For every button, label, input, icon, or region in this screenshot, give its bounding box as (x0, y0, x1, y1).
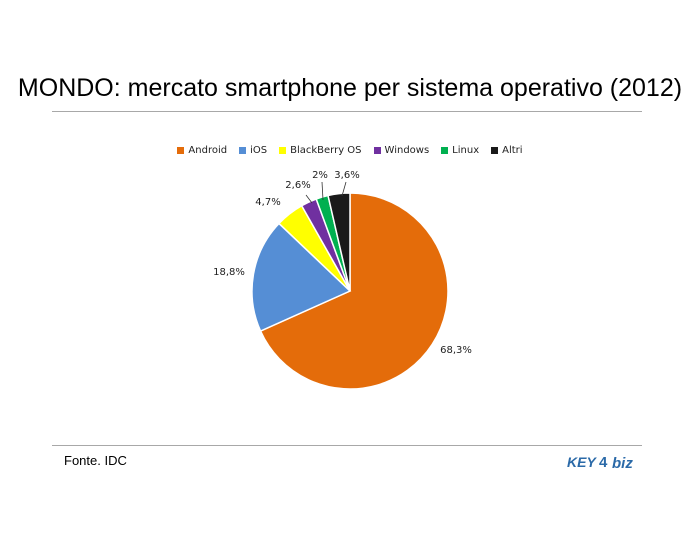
top-divider (52, 111, 642, 112)
legend-label: iOS (250, 145, 268, 156)
svg-text:4: 4 (599, 454, 608, 471)
key4biz-logo: KEY 4 biz (567, 454, 633, 472)
legend-swatch (279, 147, 287, 154)
legend-label: Linux (452, 145, 480, 156)
pie-slice-altri (327, 192, 351, 292)
data-label-android: 68,3% (440, 345, 472, 356)
data-label-blackberry-os: 4,7% (255, 197, 280, 208)
svg-text:biz: biz (612, 455, 633, 472)
data-label-altri: 3,6% (334, 170, 359, 181)
legend-swatch (177, 147, 185, 154)
data-label-linux: 2% (312, 170, 328, 181)
legend-label: Windows (384, 145, 430, 156)
legend-label: BlackBerry OS (290, 145, 362, 156)
legend-label: Android (188, 145, 228, 156)
data-label-ios: 18,8% (213, 267, 245, 278)
leader-line (341, 181, 347, 197)
legend-item-blackberry-os: BlackBerry OS (279, 145, 362, 156)
legend-item-linux: Linux (441, 145, 479, 156)
pie-slice-ios (251, 222, 352, 333)
legend-swatch (239, 147, 247, 154)
legend-swatch (373, 147, 381, 154)
legend-swatch (491, 147, 499, 154)
source-note: Fonte. IDC (64, 453, 127, 468)
data-label-windows: 2,6% (285, 180, 310, 191)
pie-slice-android (259, 192, 449, 390)
legend-item-windows: Windows (373, 145, 430, 156)
legend-label: Altri (502, 145, 523, 156)
bottom-divider (52, 445, 642, 446)
legend-swatch (441, 147, 449, 154)
chart-legend: Android iOS BlackBerry OS Windows Linux Altri (0, 145, 700, 156)
legend-item-altri: Altri (491, 145, 523, 156)
chart-title: MONDO: mercato smartphone per sistema op… (17, 74, 683, 102)
legend-item-android: Android (177, 145, 227, 156)
leader-line (321, 181, 324, 201)
legend-item-ios: iOS (239, 145, 267, 156)
leader-line (305, 194, 313, 204)
svg-text:KEY: KEY (567, 454, 597, 470)
